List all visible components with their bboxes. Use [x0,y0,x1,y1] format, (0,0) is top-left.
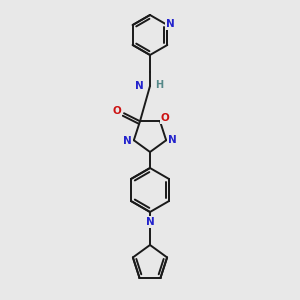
Text: N: N [135,81,144,91]
Text: H: H [155,80,163,90]
Text: N: N [124,136,132,146]
Text: N: N [166,19,175,29]
Text: O: O [112,106,122,116]
Text: N: N [146,217,154,227]
Text: N: N [168,135,176,145]
Text: O: O [160,113,169,123]
